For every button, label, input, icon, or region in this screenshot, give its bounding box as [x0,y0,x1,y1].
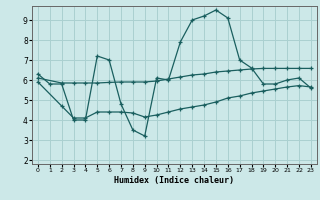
X-axis label: Humidex (Indice chaleur): Humidex (Indice chaleur) [115,176,234,185]
